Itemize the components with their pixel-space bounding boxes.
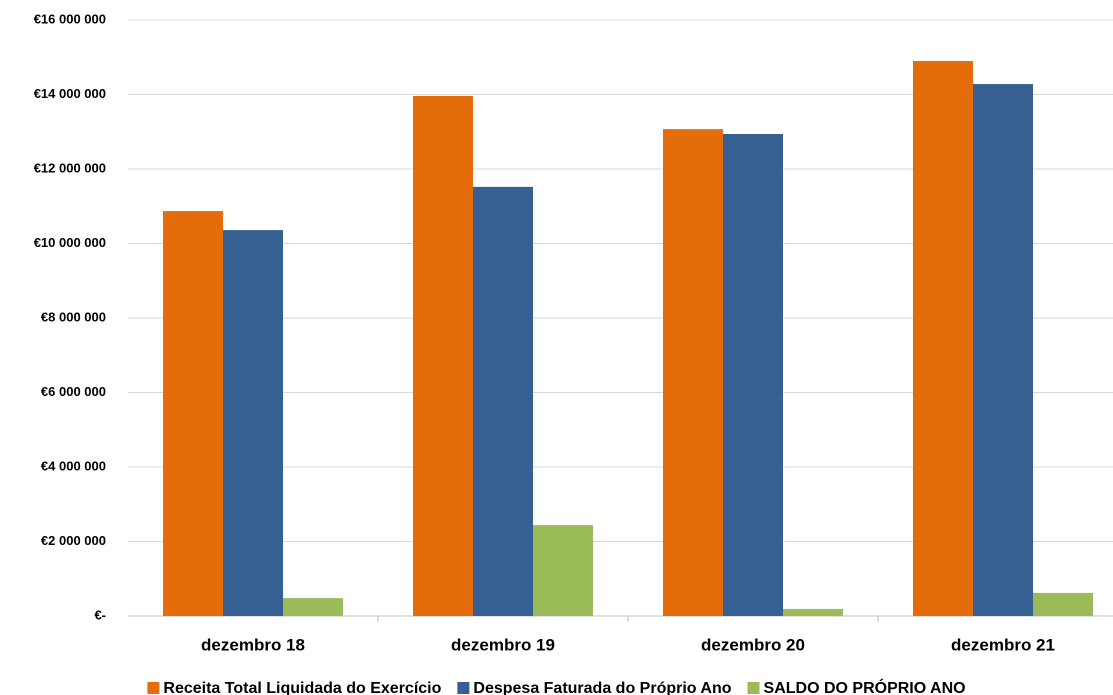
bar <box>413 95 473 617</box>
bar <box>223 230 283 616</box>
y-tick-label: €12 000 000 <box>34 160 106 175</box>
y-tick-label: €6 000 000 <box>41 384 106 399</box>
x-tick-label: dezembro 18 <box>201 635 305 654</box>
bar <box>283 598 343 616</box>
bar <box>723 133 783 617</box>
y-tick-label: €14 000 000 <box>34 86 106 101</box>
bar <box>663 129 723 616</box>
legend-swatch <box>457 682 470 694</box>
x-tick-label: dezembro 20 <box>701 635 805 654</box>
legend-label: SALDO DO PRÓPRIO ANO <box>764 678 966 695</box>
x-tick-label: dezembro 19 <box>451 635 555 654</box>
y-tick-label: €2 000 000 <box>41 533 106 548</box>
y-tick-label: €- <box>94 607 106 622</box>
legend-swatch <box>147 682 160 694</box>
y-tick-label: €16 000 000 <box>34 11 106 26</box>
bar <box>473 186 533 616</box>
bar <box>913 60 973 617</box>
legend-swatch <box>747 682 760 694</box>
bar <box>533 525 593 616</box>
y-tick-label: €10 000 000 <box>34 235 106 250</box>
legend-label: Despesa Faturada do Próprio Ano <box>473 680 731 695</box>
legend-label: Receita Total Liquidada do Exercício <box>163 680 441 695</box>
bar <box>973 84 1033 616</box>
x-tick-label: dezembro 21 <box>951 635 1055 654</box>
bar <box>163 211 223 616</box>
y-tick-label: €8 000 000 <box>41 309 106 324</box>
y-tick-label: €4 000 000 <box>41 458 106 473</box>
bar <box>1033 592 1093 616</box>
bar <box>783 608 843 616</box>
